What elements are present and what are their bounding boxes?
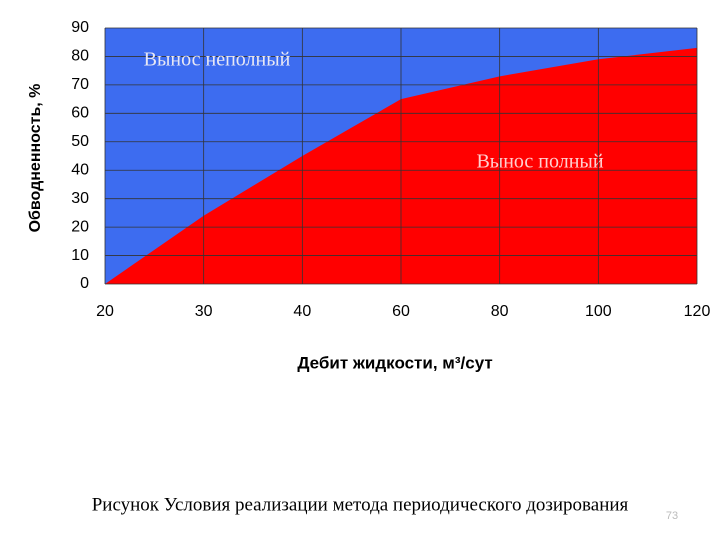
y-tick-label: 70 xyxy=(71,76,89,93)
y-tick-label: 0 xyxy=(80,275,89,292)
y-tick-label: 20 xyxy=(71,218,89,235)
series-label: Вынос полный xyxy=(476,151,603,173)
x-tick-label: 20 xyxy=(96,303,114,320)
caption: Рисунок Условия реализации метода период… xyxy=(92,494,629,515)
y-tick-label: 80 xyxy=(71,48,89,65)
x-tick-label: 40 xyxy=(293,303,311,320)
x-tick-label: 80 xyxy=(491,303,509,320)
y-tick-label: 40 xyxy=(71,161,89,178)
x-tick-label: 100 xyxy=(585,303,612,320)
y-axis-label: Обводненность, % xyxy=(27,84,44,233)
page-number: 73 xyxy=(666,510,678,522)
annotation: Вынос неполный xyxy=(144,49,291,71)
y-tick-label: 60 xyxy=(71,105,89,122)
x-tick-label: 60 xyxy=(392,303,410,320)
y-tick-label: 50 xyxy=(71,133,89,150)
x-tick-label: 30 xyxy=(195,303,213,320)
y-tick-label: 30 xyxy=(71,190,89,207)
x-tick-label: 120 xyxy=(684,303,711,320)
y-tick-label: 90 xyxy=(71,19,89,36)
y-tick-label: 10 xyxy=(71,247,89,264)
x-axis-label: Дебит жидкости, м³/сут xyxy=(297,353,492,372)
